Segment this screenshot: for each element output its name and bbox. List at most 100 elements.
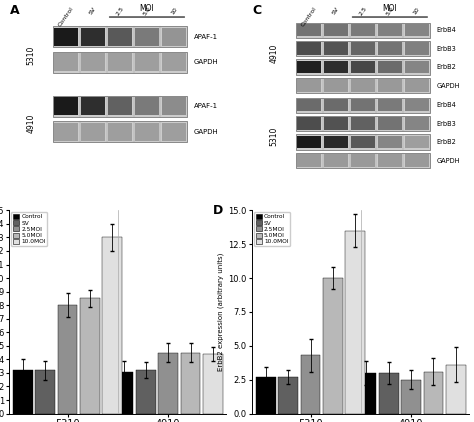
Text: SV: SV xyxy=(332,6,340,16)
Bar xyxy=(446,365,465,414)
Bar xyxy=(58,305,77,414)
Bar xyxy=(102,238,122,414)
Bar xyxy=(162,28,186,46)
Bar xyxy=(378,99,402,111)
Bar xyxy=(324,61,348,73)
Y-axis label: ErbB2 expression (arbitrary units): ErbB2 expression (arbitrary units) xyxy=(218,253,224,371)
Bar xyxy=(405,136,429,149)
Text: MOI: MOI xyxy=(140,4,155,14)
Bar xyxy=(351,61,375,73)
Bar xyxy=(81,123,105,141)
Bar xyxy=(405,79,429,92)
Legend: Control, SV, 2.5MOI, 5.0MOI, 10.0MOI: Control, SV, 2.5MOI, 5.0MOI, 10.0MOI xyxy=(254,212,290,246)
Bar xyxy=(181,353,201,414)
Bar xyxy=(378,117,402,130)
Bar xyxy=(54,123,78,141)
Bar xyxy=(36,370,55,414)
Bar xyxy=(401,380,421,414)
Bar xyxy=(351,154,375,167)
Bar xyxy=(54,54,78,71)
Bar xyxy=(346,231,365,414)
Bar xyxy=(378,42,402,55)
Bar xyxy=(356,373,376,414)
Bar xyxy=(158,353,178,414)
Bar xyxy=(351,136,375,149)
Text: GAPDH: GAPDH xyxy=(194,60,219,65)
Bar xyxy=(296,135,430,150)
Legend: Control, SV, 2.5MOI, 5.0MOI, 10.0MOI: Control, SV, 2.5MOI, 5.0MOI, 10.0MOI xyxy=(11,212,47,246)
Bar xyxy=(296,116,430,131)
Bar xyxy=(324,79,348,92)
Bar xyxy=(324,136,348,149)
Bar xyxy=(296,153,430,168)
Text: ErbB2: ErbB2 xyxy=(437,64,456,70)
Bar xyxy=(378,136,402,149)
Bar xyxy=(297,61,321,73)
Bar xyxy=(108,123,132,141)
Bar xyxy=(405,117,429,130)
Text: Control: Control xyxy=(58,6,75,28)
Text: 10: 10 xyxy=(170,6,178,15)
Bar xyxy=(81,54,105,71)
Bar xyxy=(405,61,429,73)
Text: Control: Control xyxy=(301,6,318,28)
Text: MOI: MOI xyxy=(383,4,397,14)
Bar xyxy=(405,99,429,111)
Text: ErbB4: ErbB4 xyxy=(437,27,456,33)
Bar xyxy=(378,24,402,36)
Bar xyxy=(405,24,429,36)
Bar xyxy=(351,42,375,55)
Bar xyxy=(162,123,186,141)
Bar xyxy=(297,79,321,92)
Bar xyxy=(108,97,132,115)
Text: ErbB3: ErbB3 xyxy=(437,46,456,51)
Bar xyxy=(162,54,186,71)
Text: GAPDH: GAPDH xyxy=(194,129,219,135)
Bar xyxy=(324,154,348,167)
Bar xyxy=(135,54,159,71)
Text: SV: SV xyxy=(89,6,98,16)
Bar xyxy=(81,28,105,46)
Bar xyxy=(136,370,155,414)
Bar xyxy=(256,377,276,414)
Text: ErbB4: ErbB4 xyxy=(437,102,456,108)
Bar xyxy=(53,52,187,73)
Bar xyxy=(297,42,321,55)
Bar xyxy=(297,154,321,167)
Text: 5.0: 5.0 xyxy=(385,6,395,17)
Bar xyxy=(278,377,298,414)
Bar xyxy=(301,355,320,414)
Text: 5310: 5310 xyxy=(27,46,36,65)
Bar xyxy=(324,42,348,55)
Bar xyxy=(135,28,159,46)
Bar xyxy=(296,97,430,113)
Text: ErbB3: ErbB3 xyxy=(437,121,456,127)
Bar xyxy=(54,97,78,115)
Bar xyxy=(53,121,187,142)
Bar xyxy=(297,136,321,149)
Bar xyxy=(162,97,186,115)
Bar xyxy=(351,24,375,36)
Bar xyxy=(54,28,78,46)
Bar xyxy=(297,117,321,130)
Text: 5.0: 5.0 xyxy=(142,6,152,17)
Bar xyxy=(296,22,430,38)
Bar xyxy=(405,42,429,55)
Bar xyxy=(296,41,430,56)
Text: GAPDH: GAPDH xyxy=(437,157,460,164)
Bar xyxy=(324,99,348,111)
Bar xyxy=(297,24,321,36)
Text: ErbB2: ErbB2 xyxy=(437,139,456,145)
Bar xyxy=(351,117,375,130)
Bar xyxy=(324,117,348,130)
Bar xyxy=(378,79,402,92)
Text: APAF-1: APAF-1 xyxy=(194,103,218,109)
Bar xyxy=(203,354,223,414)
Bar xyxy=(108,28,132,46)
Bar xyxy=(351,79,375,92)
Text: 4910: 4910 xyxy=(27,114,36,133)
Text: APAF-1: APAF-1 xyxy=(194,34,218,40)
Bar xyxy=(324,24,348,36)
Bar xyxy=(351,99,375,111)
Bar xyxy=(108,54,132,71)
